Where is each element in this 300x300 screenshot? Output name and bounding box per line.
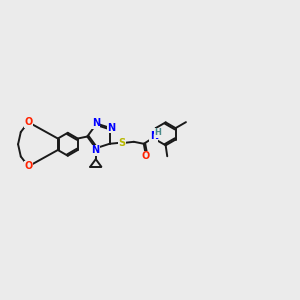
- Text: O: O: [24, 161, 32, 171]
- Text: H: H: [155, 128, 162, 137]
- Text: O: O: [24, 117, 32, 127]
- Text: N: N: [150, 131, 158, 141]
- Text: S: S: [118, 138, 125, 148]
- Text: N: N: [92, 118, 100, 128]
- Text: O: O: [142, 151, 150, 161]
- Text: N: N: [91, 145, 100, 155]
- Text: N: N: [107, 123, 115, 133]
